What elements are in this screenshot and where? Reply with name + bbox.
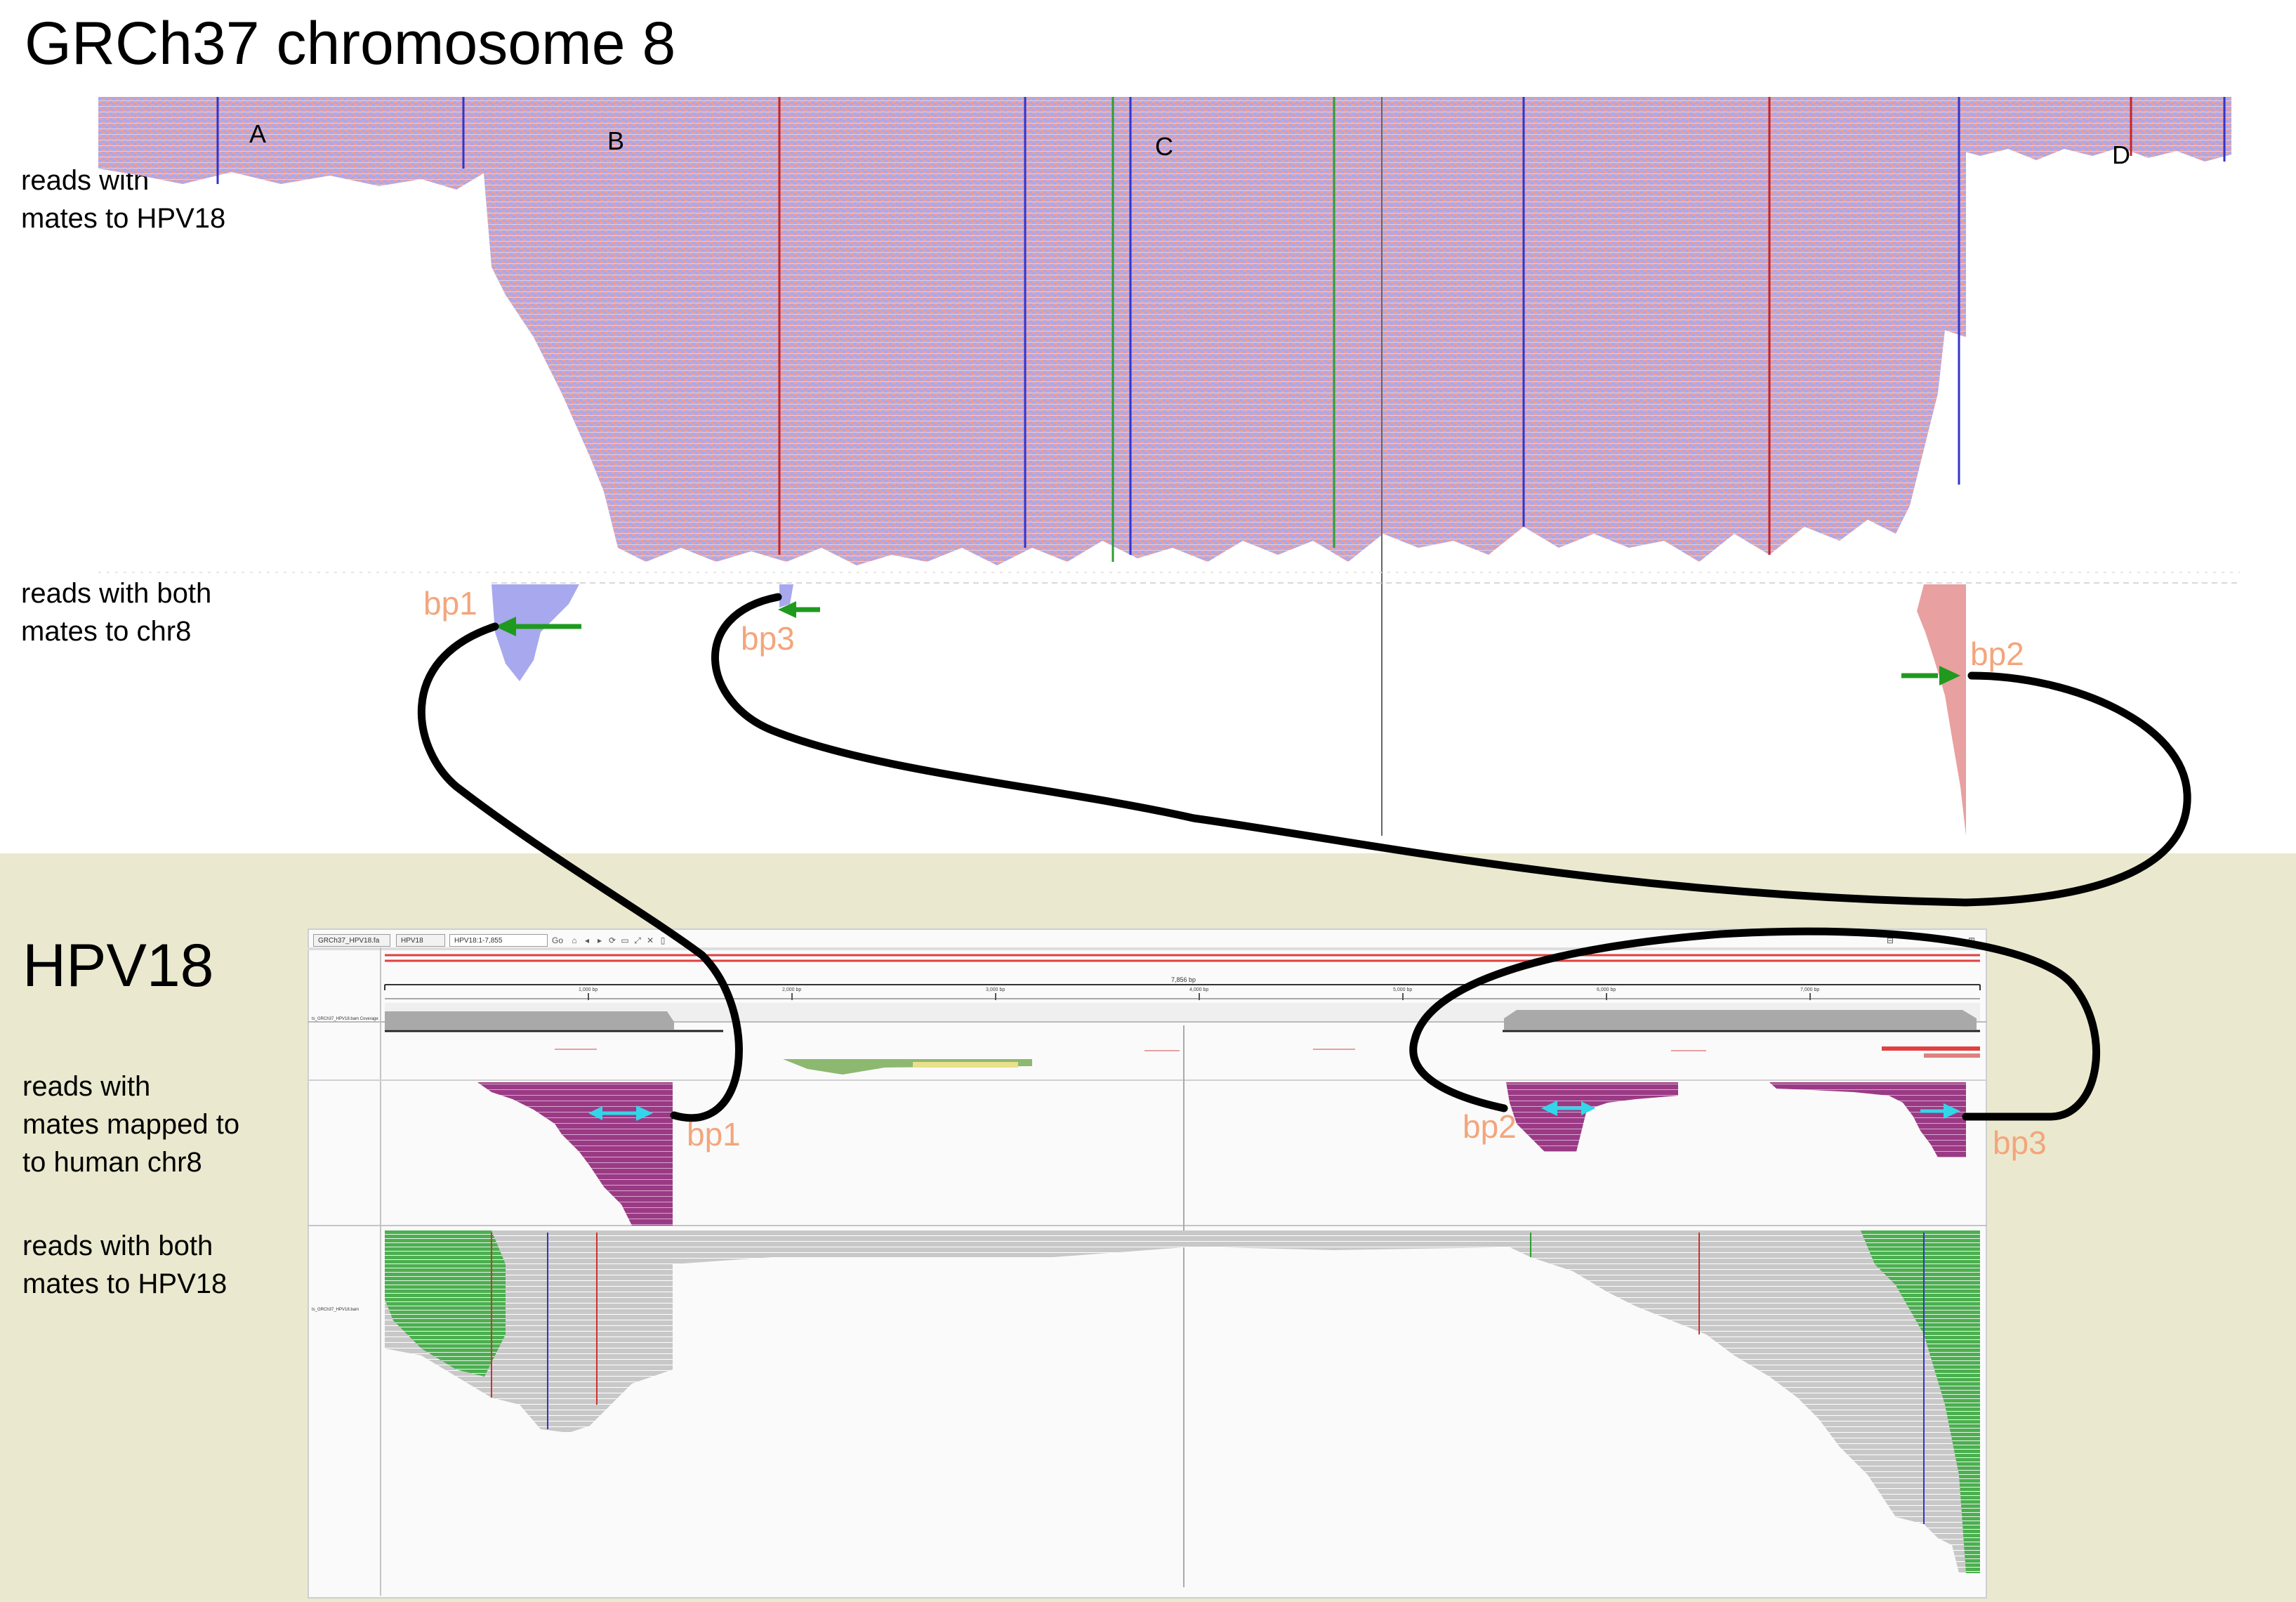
region-label-c: C: [1155, 132, 1173, 161]
connector-bp3-bp2: [711, 593, 2191, 907]
hpv18-track1-label: reads with mates mapped to to human chr8: [22, 1071, 240, 1178]
bp2-hpv18-label: bp2: [1463, 1108, 1517, 1145]
chr8-hpv18-mate-reads: [98, 97, 2231, 565]
hpv18-title: HPV18: [22, 932, 214, 999]
ruler-tick-5000: 5,000 bp: [1393, 987, 1413, 992]
refresh-icon[interactable]: ⟳: [608, 935, 616, 945]
ruler-span-label: 7,856 bp: [1171, 976, 1196, 983]
cyan-arrow-bp3: [1920, 1103, 1960, 1119]
bp1-hpv18-label: bp1: [687, 1116, 741, 1153]
cyan-arrow-bp1: [588, 1105, 653, 1121]
green-arrow-bp1: [495, 617, 581, 636]
ruler-tick-2000: 2,000 bp: [782, 987, 802, 992]
green-arrows: [495, 601, 1960, 685]
hpv18-both-mates-reads: [385, 1230, 1980, 1573]
close-icon[interactable]: ✕: [646, 935, 654, 945]
ruler-tick-4000: 4,000 bp: [1189, 987, 1209, 992]
forward-icon[interactable]: ▸: [597, 935, 602, 945]
chromosome-select[interactable]: HPV18: [396, 934, 445, 947]
resize-icon[interactable]: ⤢: [634, 935, 641, 945]
bp3-hpv18-label: bp3: [1993, 1124, 2047, 1161]
hpv18-coverage: [385, 1010, 1980, 1032]
alignment-track-name: ts_GRCh37_HPV18.bam: [312, 1308, 359, 1312]
locus-input[interactable]: HPV18:1-7,855: [449, 934, 548, 947]
zoom-out-icon[interactable]: ⊟: [1886, 935, 1894, 945]
connector-curves: [417, 593, 2191, 1122]
popup-icon[interactable]: ▯: [660, 935, 666, 945]
bp2-chr8-label: bp2: [1970, 636, 2024, 672]
ruler-tick-6000: 6,000 bp: [1597, 987, 1616, 992]
cyan-arrow-bp2: [1541, 1101, 1595, 1116]
ruler-tick-3000: 3,000 bp: [986, 987, 1005, 992]
ruler-tick-7000: 7,000 bp: [1800, 987, 1820, 992]
coverage-track-name: ts_GRCh37_HPV18.bam Coverage: [312, 1017, 378, 1021]
hpv18-chr8-mate-reads: [477, 1082, 1966, 1226]
green-arrow-bp2: [1901, 666, 1960, 685]
genome-select[interactable]: GRCh37_HPV18.fa: [313, 934, 390, 947]
connector-bp2-bp3: [1409, 927, 2101, 1121]
go-button[interactable]: Go: [551, 935, 563, 945]
hpv18-track2-label: reads with both mates to HPV18: [22, 1230, 227, 1299]
region-label-d: D: [2112, 140, 2130, 169]
chr8-title: GRCh37 chromosome 8: [25, 10, 676, 77]
connector-bp1: [417, 622, 743, 1122]
home-icon[interactable]: ⌂: [572, 935, 577, 945]
bp3-chr8-label: bp3: [741, 620, 795, 657]
ruler-tick-1000: 1,000 bp: [579, 987, 598, 992]
cyan-arrows: [588, 1101, 1960, 1121]
green-arrow-bp3: [778, 601, 820, 618]
region-label-a: A: [249, 119, 267, 148]
hpv18-small-reads: [555, 1046, 1980, 1075]
back-icon[interactable]: ◂: [584, 935, 590, 945]
chr8-track2-label: reads with both mates to chr8: [21, 578, 212, 647]
chr8-both-mates-reads: [98, 572, 2240, 836]
region-label-b: B: [607, 126, 625, 155]
bp1-chr8-label: bp1: [423, 585, 477, 622]
chr8-variant-lines: [216, 97, 2226, 836]
chr8-track1-label: reads with mates to HPV18: [21, 165, 226, 234]
region-icon[interactable]: ▭: [621, 935, 629, 945]
